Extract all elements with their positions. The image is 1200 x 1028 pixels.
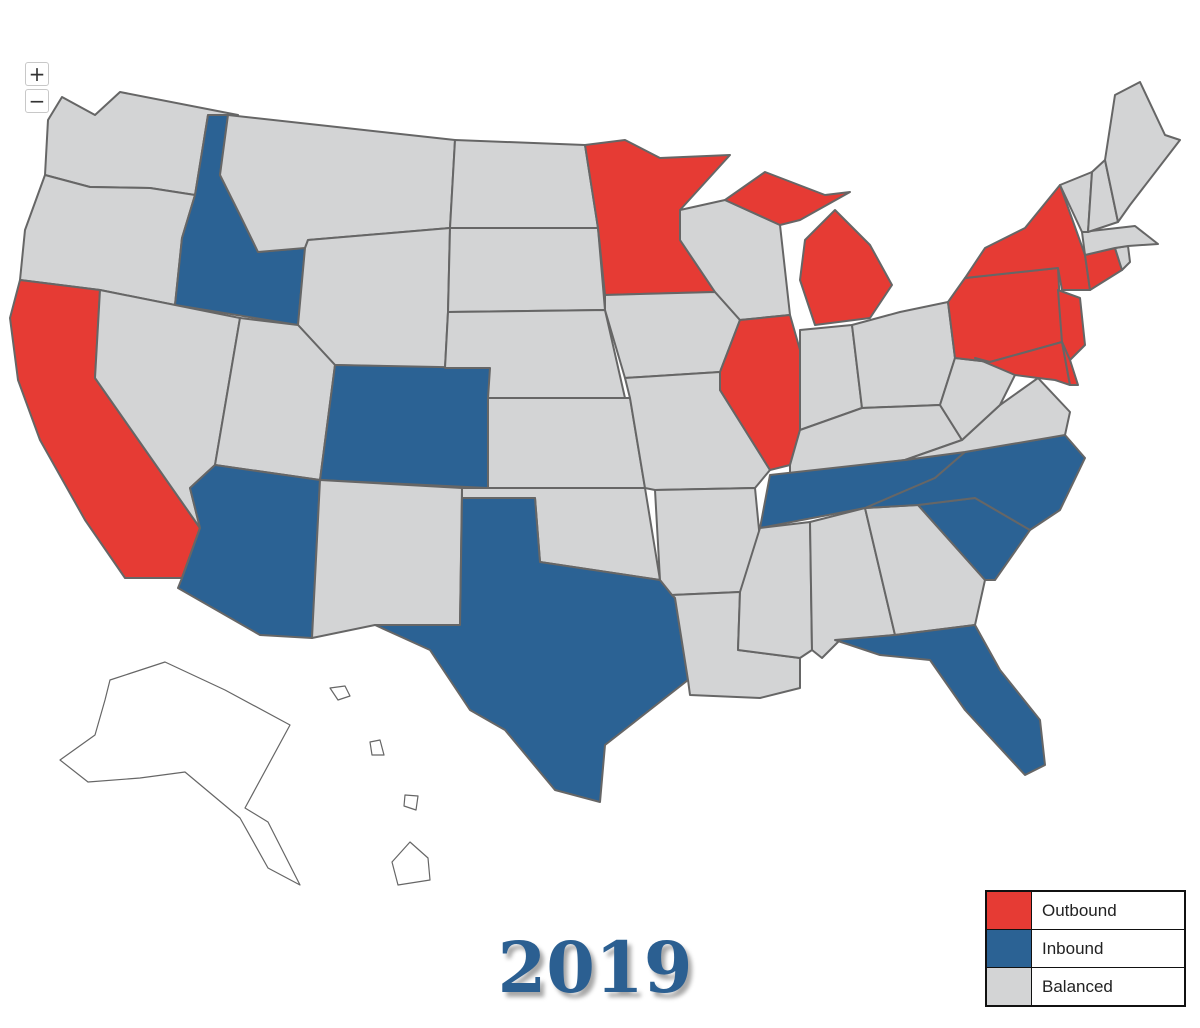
legend-swatch-inbound (987, 930, 1032, 967)
state-alaska[interactable] (59, 661, 301, 886)
state-michigan[interactable] (724, 171, 893, 326)
state-wyoming[interactable] (297, 227, 451, 369)
state-arizona[interactable] (177, 464, 321, 639)
legend-label-outbound: Outbound (1042, 901, 1117, 920)
legend-label-balanced: Balanced (1042, 977, 1113, 996)
state-maryland[interactable] (974, 341, 1071, 386)
state-florida[interactable] (834, 624, 1046, 776)
state-delaware[interactable] (1061, 341, 1079, 386)
zoom-in-button[interactable]: + (25, 62, 49, 86)
state-new-jersey[interactable] (1057, 289, 1086, 361)
legend-item-inbound: Inbound (987, 930, 1184, 968)
legend-item-balanced: Balanced (987, 968, 1184, 1005)
legend-item-outbound: Outbound (987, 892, 1184, 930)
state-maine[interactable] (1104, 81, 1181, 223)
state-kansas[interactable] (487, 397, 646, 489)
zoom-out-button[interactable]: − (25, 89, 49, 113)
year-title: 2019 (497, 926, 693, 1009)
state-colorado[interactable] (319, 364, 491, 489)
state-iowa[interactable] (604, 291, 741, 379)
state-south-dakota[interactable] (447, 227, 606, 313)
legend-label-inbound: Inbound (1042, 939, 1104, 958)
state-north-dakota[interactable] (449, 139, 599, 229)
state-hawaii[interactable] (329, 685, 431, 886)
legend: Outbound Inbound Balanced (985, 890, 1186, 1007)
state-texas[interactable] (374, 497, 689, 803)
state-new-mexico[interactable] (311, 479, 463, 639)
state-massachusetts[interactable] (1081, 225, 1159, 256)
legend-swatch-balanced (987, 968, 1032, 1005)
legend-swatch-outbound (987, 892, 1032, 929)
zoom-controls: + − (25, 62, 49, 116)
